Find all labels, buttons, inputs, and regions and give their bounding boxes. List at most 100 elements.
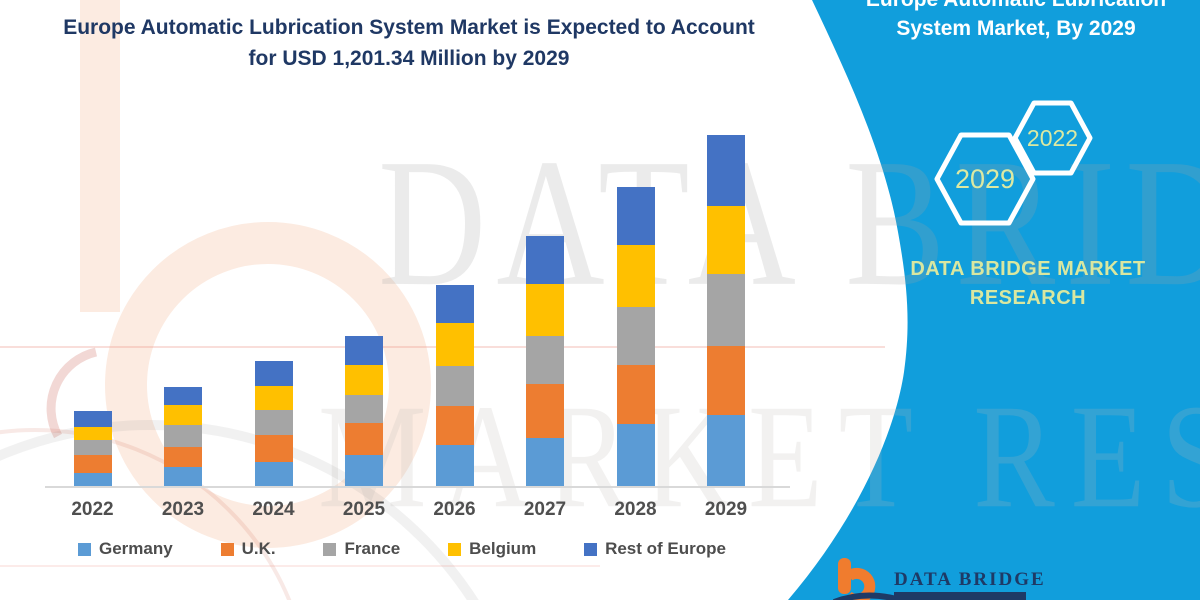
bar-segment-germany-2027 bbox=[526, 437, 564, 487]
bar-segment-france-2027 bbox=[526, 336, 564, 384]
bar-segment-germany-2026 bbox=[435, 445, 474, 487]
footer-logo-b-stem bbox=[838, 558, 851, 594]
chart-legend: Germany U.K. France Belgium Rest of Europe bbox=[78, 539, 726, 559]
legend-label: Germany bbox=[99, 539, 173, 558]
bar-segment-u-k--2028 bbox=[616, 365, 655, 425]
bar-segment-u-k--2025 bbox=[345, 423, 383, 456]
x-axis-label-2027: 2027 bbox=[523, 499, 567, 520]
bar-segment-france-2024 bbox=[254, 410, 293, 436]
hexagon-badges: 2022 2029 bbox=[934, 100, 1093, 226]
legend-item-belgium: Belgium bbox=[448, 539, 536, 559]
bar-segment-germany-2022 bbox=[73, 472, 112, 487]
bar-segment-germany-2023 bbox=[164, 467, 202, 487]
legend-item-france: France bbox=[323, 539, 400, 559]
x-axis-label-2028: 2028 bbox=[614, 499, 657, 520]
bar-segment-u-k--2024 bbox=[254, 435, 293, 463]
footer-logo-text: DATA BRIDGE bbox=[894, 569, 1046, 590]
footer-logo-swoosh bbox=[832, 592, 901, 600]
bar-segment-rest-of-europe-2029 bbox=[707, 135, 745, 207]
bar-segment-rest-of-europe-2025 bbox=[345, 336, 383, 366]
bar-segment-belgium-2027 bbox=[526, 283, 564, 337]
bar-plot-area bbox=[40, 120, 790, 487]
stacked-bar-2022 bbox=[73, 411, 112, 487]
bar-segment-u-k--2029 bbox=[707, 345, 745, 415]
bar-segment-germany-2025 bbox=[345, 455, 383, 487]
watermark-red-arc bbox=[46, 347, 98, 439]
bar-segment-u-k--2023 bbox=[164, 447, 202, 468]
x-axis-label-2025: 2025 bbox=[342, 499, 386, 520]
bar-segment-france-2023 bbox=[164, 425, 202, 448]
panel-brand-line1: DATA BRIDGE MARKET bbox=[910, 258, 1146, 280]
bar-segment-belgium-2029 bbox=[707, 206, 745, 275]
legend-marker bbox=[78, 542, 91, 556]
hexagon-2029-label: 2029 bbox=[955, 164, 1015, 194]
hexagon-2022 bbox=[1012, 100, 1093, 176]
bar-segment-belgium-2026 bbox=[435, 322, 474, 367]
legend-label: France bbox=[344, 539, 401, 558]
panel-heading-line1: Europe Automatic Lubrication bbox=[842, 0, 1190, 14]
legend-marker bbox=[220, 542, 234, 556]
panel-heading-line2: System Market, By 2029 bbox=[896, 17, 1136, 40]
bar-segment-germany-2028 bbox=[616, 424, 655, 487]
footer-logo-band bbox=[894, 592, 1026, 600]
chart-title-line2: for USD 1,201.34 Million by 2029 bbox=[248, 47, 570, 70]
legend-marker bbox=[448, 542, 462, 556]
stacked-bar-2024 bbox=[254, 361, 293, 487]
x-axis-line bbox=[45, 486, 790, 488]
watermark-b-stem bbox=[80, 0, 120, 312]
legend-marker bbox=[584, 542, 598, 556]
x-axis-label-2022: 2022 bbox=[71, 499, 114, 520]
legend-label: U.K. bbox=[241, 539, 276, 558]
watermark-red-circle bbox=[0, 428, 292, 600]
bar-segment-belgium-2024 bbox=[254, 386, 293, 411]
bar-segment-u-k--2022 bbox=[73, 455, 112, 473]
hexagon-2022-label: 2022 bbox=[1027, 125, 1078, 151]
chart-title-line1: Europe Automatic Lubrication System Mark… bbox=[63, 16, 755, 39]
stacked-bar-2023 bbox=[164, 386, 202, 487]
stacked-bar-2026 bbox=[435, 285, 474, 487]
x-axis-label-2023: 2023 bbox=[161, 499, 205, 520]
bar-segment-rest-of-europe-2026 bbox=[435, 285, 474, 323]
background-logo-watermark bbox=[0, 0, 479, 600]
bar-segment-germany-2029 bbox=[707, 415, 745, 487]
bar-segment-rest-of-europe-2024 bbox=[254, 361, 293, 387]
legend-label: Belgium bbox=[469, 539, 537, 558]
bar-segment-rest-of-europe-2027 bbox=[526, 236, 564, 284]
stacked-bar-2025 bbox=[345, 336, 383, 487]
bar-segment-germany-2024 bbox=[254, 462, 293, 487]
bar-segment-rest-of-europe-2022 bbox=[73, 411, 112, 428]
watermark-gray-circle bbox=[0, 420, 479, 600]
bar-segment-belgium-2028 bbox=[616, 244, 655, 307]
bar-segment-rest-of-europe-2028 bbox=[616, 187, 655, 245]
faint-divider-line-bottom bbox=[0, 565, 600, 567]
bar-segment-france-2028 bbox=[616, 306, 655, 366]
bar-segment-u-k--2026 bbox=[435, 406, 474, 446]
bar-segment-u-k--2027 bbox=[526, 383, 564, 438]
bar-segment-belgium-2022 bbox=[73, 427, 112, 441]
legend-marker bbox=[323, 542, 337, 556]
bar-segment-france-2022 bbox=[73, 440, 112, 456]
hexagon-2029 bbox=[934, 132, 1036, 226]
chart-title: Europe Automatic Lubrication System Mark… bbox=[40, 12, 778, 74]
bar-segment-france-2025 bbox=[345, 395, 383, 424]
panel-brand-text: DATA BRIDGE MARKET RESEARCH bbox=[880, 255, 1176, 313]
x-axis-label-2026: 2026 bbox=[433, 499, 476, 520]
bar-segment-france-2029 bbox=[707, 274, 745, 346]
bar-segment-france-2026 bbox=[435, 366, 474, 407]
blue-panel-shape bbox=[788, 0, 1200, 600]
stacked-bar-2028 bbox=[616, 187, 655, 487]
panel-heading: Europe Automatic Lubrication System Mark… bbox=[842, 0, 1190, 43]
watermark-b-bowl bbox=[105, 222, 431, 548]
bar-segment-belgium-2025 bbox=[345, 365, 383, 396]
stacked-bar-2027 bbox=[526, 236, 564, 487]
stacked-bar-2029 bbox=[707, 135, 745, 487]
footer-logo: DATA BRIDGE bbox=[832, 558, 1046, 600]
x-axis-label-2024: 2024 bbox=[252, 499, 295, 520]
legend-item-germany: Germany bbox=[78, 539, 173, 559]
legend-label: Rest of Europe bbox=[605, 539, 726, 558]
legend-item-rest-of-europe: Rest of Europe bbox=[584, 539, 726, 559]
bar-segment-rest-of-europe-2023 bbox=[164, 386, 202, 406]
legend-item-u-k-: U.K. bbox=[220, 539, 276, 559]
